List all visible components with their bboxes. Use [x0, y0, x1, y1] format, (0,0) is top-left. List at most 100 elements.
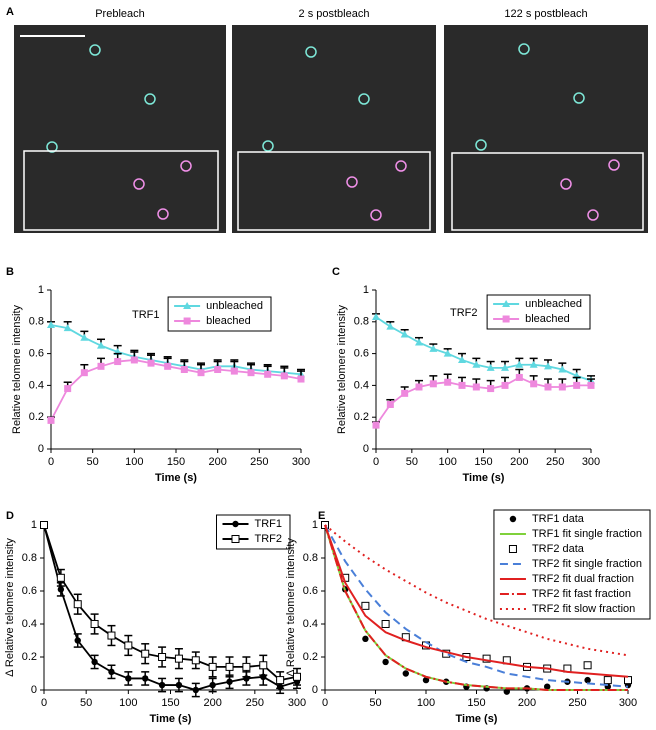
- marker: [158, 681, 166, 689]
- marker: [208, 662, 217, 671]
- y-tick-label: 0.6: [29, 348, 44, 360]
- legend-label: TRF2 fit slow fraction: [532, 603, 635, 615]
- marker: [429, 380, 437, 388]
- marker: [544, 683, 551, 690]
- x-tick-label: 100: [119, 697, 137, 709]
- series-line: [324, 524, 628, 691]
- legend-marker: [509, 515, 517, 523]
- legend-marker: [508, 545, 517, 553]
- marker: [382, 658, 389, 666]
- x-tick-label: 150: [474, 456, 492, 468]
- marker: [147, 359, 155, 367]
- marker: [97, 341, 105, 349]
- legend-marker: [183, 317, 191, 325]
- marker: [415, 338, 423, 346]
- marker: [443, 349, 452, 357]
- x-tick-label: 300: [288, 697, 306, 709]
- y-tick-label: 1: [31, 519, 37, 531]
- marker: [297, 375, 305, 383]
- marker: [530, 380, 538, 388]
- x-tick-label: 200: [518, 697, 536, 709]
- marker: [587, 381, 595, 389]
- marker: [225, 662, 234, 671]
- y-tick-label: 0.8: [354, 316, 369, 328]
- x-axis-label: Time (s): [463, 472, 505, 484]
- marker: [57, 586, 65, 593]
- marker: [487, 385, 495, 393]
- marker: [164, 362, 172, 370]
- legend-label: TRF2: [255, 533, 283, 545]
- x-tick-label: 150: [467, 697, 485, 709]
- x-axis-label: Time (s): [456, 713, 498, 725]
- marker: [47, 320, 55, 328]
- x-tick-label: 200: [203, 697, 221, 709]
- marker: [80, 333, 89, 341]
- y-tick-label: 1: [363, 284, 369, 296]
- marker: [191, 656, 200, 665]
- marker: [486, 363, 495, 371]
- marker: [558, 365, 567, 373]
- x-axis-label: Time (s): [155, 472, 197, 484]
- marker: [624, 676, 632, 685]
- y-axis-label: Δ Relative telomere intensity: [285, 538, 297, 677]
- legend-label: TRF2 data: [532, 543, 585, 555]
- marker: [141, 649, 150, 658]
- marker: [97, 362, 105, 370]
- y-tick-label: 0.4: [303, 618, 318, 630]
- marker: [458, 355, 466, 363]
- legend: unbleached bleached: [486, 294, 591, 330]
- legend-box: [167, 296, 272, 332]
- y-axis-label: Δ Relative telomere intensity: [4, 538, 16, 677]
- marker: [584, 676, 591, 684]
- legend-marker: [502, 315, 510, 323]
- x-tick-label: 200: [510, 456, 528, 468]
- marker: [90, 620, 99, 628]
- micrograph: [232, 25, 436, 233]
- panel-label: A: [6, 6, 14, 18]
- x-tick-label: 250: [250, 456, 268, 468]
- marker: [362, 635, 369, 643]
- panel-label: B: [6, 266, 14, 278]
- series-line: [50, 324, 302, 376]
- marker: [386, 400, 394, 408]
- legend-label: TRF2 fit single fraction: [532, 558, 642, 570]
- marker: [381, 620, 390, 628]
- x-tick-label: 300: [292, 456, 310, 468]
- marker: [209, 681, 216, 689]
- y-axis-label: Relative telomere intensity: [336, 305, 348, 435]
- marker: [114, 358, 122, 366]
- marker: [482, 654, 491, 663]
- marker: [64, 385, 72, 393]
- legend-box: [486, 294, 591, 330]
- y-tick-label: 0.6: [354, 348, 369, 360]
- y-tick-label: 0.8: [22, 552, 37, 564]
- legend-label: bleached: [206, 315, 251, 327]
- marker: [180, 366, 188, 373]
- marker: [247, 369, 255, 377]
- marker: [558, 383, 566, 391]
- y-tick-label: 0.6: [303, 585, 318, 597]
- x-tick-label: 100: [417, 697, 435, 709]
- marker: [108, 668, 115, 676]
- x-tick-label: 100: [438, 456, 456, 468]
- x-tick-label: 100: [125, 456, 143, 468]
- marker: [124, 641, 133, 650]
- marker: [529, 360, 538, 368]
- series-line: [43, 524, 298, 691]
- x-tick-label: 300: [582, 456, 600, 468]
- y-tick-label: 0: [38, 443, 44, 455]
- marker: [515, 373, 523, 381]
- marker: [91, 658, 98, 666]
- legend-label: unbleached: [525, 298, 582, 310]
- y-axis-label: Relative telomere intensity: [11, 305, 23, 435]
- marker: [472, 383, 480, 391]
- y-tick-label: 0.4: [22, 618, 37, 630]
- series-line: [43, 524, 298, 682]
- image-title: Prebleach: [95, 8, 145, 20]
- legend-marker: [232, 520, 239, 528]
- legend-label: TRF1 fit single fraction: [532, 528, 642, 540]
- marker: [372, 421, 380, 429]
- marker: [242, 662, 251, 671]
- series-line: [375, 316, 592, 382]
